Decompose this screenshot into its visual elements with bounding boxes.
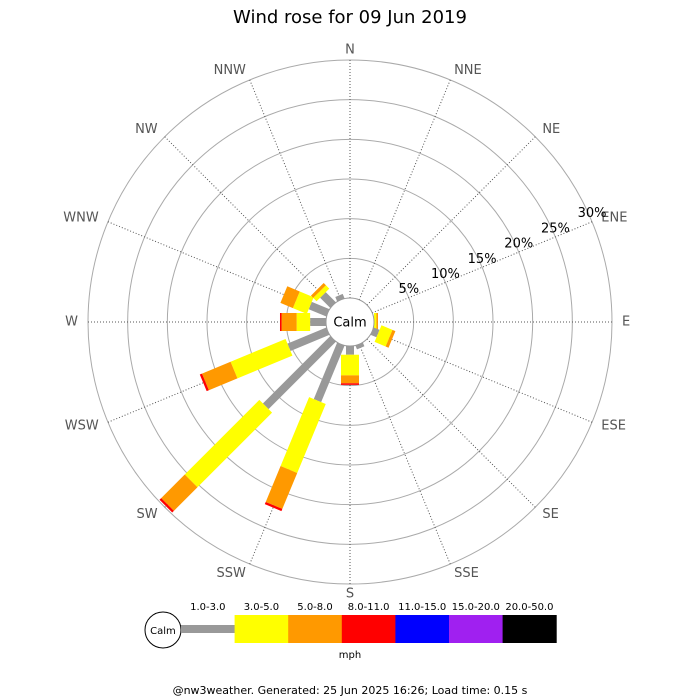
legend-calm: Calm [150, 626, 176, 637]
direction-label: ENE [601, 210, 627, 225]
legend-label: 15.0-20.0 [452, 602, 500, 613]
wind-segment [230, 338, 293, 379]
direction-label: NW [135, 122, 158, 137]
direction-label: SSW [217, 566, 247, 581]
direction-label: SE [542, 507, 558, 522]
spoke [371, 330, 593, 423]
spoke [164, 136, 334, 306]
wind-segment [313, 342, 345, 403]
direction-label: ESE [601, 419, 626, 434]
chart-title: Wind rose for 09 Jun 2019 [233, 7, 467, 28]
legend-swatch [449, 615, 504, 643]
spoke [366, 136, 536, 306]
wind-segment [308, 301, 330, 317]
radial-ticks: 5% 10% 15% 20% 25% 30% [399, 206, 607, 297]
wind-segment [335, 293, 345, 302]
spoke [366, 338, 536, 508]
r-tick-label: 5% [399, 282, 420, 297]
legend: Calm mph 1.0-3.0 3.0-5.0 5.0-8.0 8.0-11.0 11… [144, 602, 557, 661]
wind-segment [373, 313, 377, 331]
wind-segment [279, 313, 282, 331]
r-tick-label: 25% [541, 221, 570, 236]
direction-label: E [622, 315, 630, 330]
bars [159, 282, 396, 513]
legend-label: 3.0-5.0 [244, 602, 279, 613]
wind-segment [296, 313, 311, 331]
wind-segment [201, 361, 238, 391]
wind-segment [265, 466, 298, 509]
wind-segment [287, 327, 330, 351]
r-tick-label: 30% [578, 206, 607, 221]
direction-label: NE [542, 122, 560, 137]
legend-swatch [341, 615, 396, 643]
direction-label: N [345, 43, 355, 58]
wind-segment [374, 325, 393, 347]
calm-label: Calm [333, 316, 366, 331]
spoke [358, 343, 451, 565]
wind-segment [280, 397, 326, 473]
legend-label: 8.0-11.0 [348, 602, 390, 613]
direction-label: WSW [65, 419, 99, 434]
wind-segment [280, 286, 300, 309]
wind-segment [262, 336, 336, 410]
wind-segment [184, 399, 273, 488]
wind-segment [264, 501, 283, 512]
legend-swatch [234, 615, 289, 643]
legend-swatch [502, 615, 557, 643]
wind-segment [341, 354, 359, 376]
wind-segment [281, 313, 297, 331]
legend-label: 1.0-3.0 [190, 602, 225, 613]
legend-swatch [181, 625, 236, 633]
legend-label: 11.0-15.0 [398, 602, 446, 613]
wind-segment [355, 342, 365, 350]
wind-segment [159, 498, 174, 513]
wind-segment [385, 329, 396, 348]
direction-label: W [65, 315, 78, 330]
wind-segment [199, 373, 209, 392]
wind-segment [313, 285, 330, 302]
wind-segment [376, 313, 378, 331]
legend-swatch [288, 615, 343, 643]
wind-segment [341, 375, 359, 384]
wind-segment [161, 474, 198, 511]
spoke [358, 79, 451, 301]
direction-label: NNW [214, 63, 246, 78]
wind-segment [310, 318, 327, 326]
wind-segment [320, 292, 336, 308]
r-tick-label: 10% [431, 267, 460, 282]
legend-swatch [395, 615, 450, 643]
direction-label: NNE [454, 63, 482, 78]
wind-segment [292, 291, 314, 314]
direction-label: WNW [63, 210, 99, 225]
r-tick-label: 20% [504, 237, 533, 252]
calm-circle [325, 297, 375, 347]
grid-ring [206, 178, 494, 466]
wind-segment [341, 383, 359, 385]
legend-label: 20.0-50.0 [505, 602, 553, 613]
r-tick-label: 15% [468, 252, 497, 267]
footer: @nw3weather. Generated: 25 Jun 2025 16:2… [173, 684, 528, 697]
spoke [249, 79, 342, 301]
direction-label: S [346, 587, 354, 602]
wind-segment [310, 282, 326, 298]
spoke [371, 221, 593, 314]
grid-ring [166, 138, 534, 506]
legend-unit: mph [339, 650, 361, 661]
direction-label: SSE [454, 566, 479, 581]
wind-segment [346, 346, 354, 355]
grid-ring [246, 218, 454, 426]
direction-label: SW [137, 507, 158, 522]
legend-label: 5.0-8.0 [297, 602, 332, 613]
